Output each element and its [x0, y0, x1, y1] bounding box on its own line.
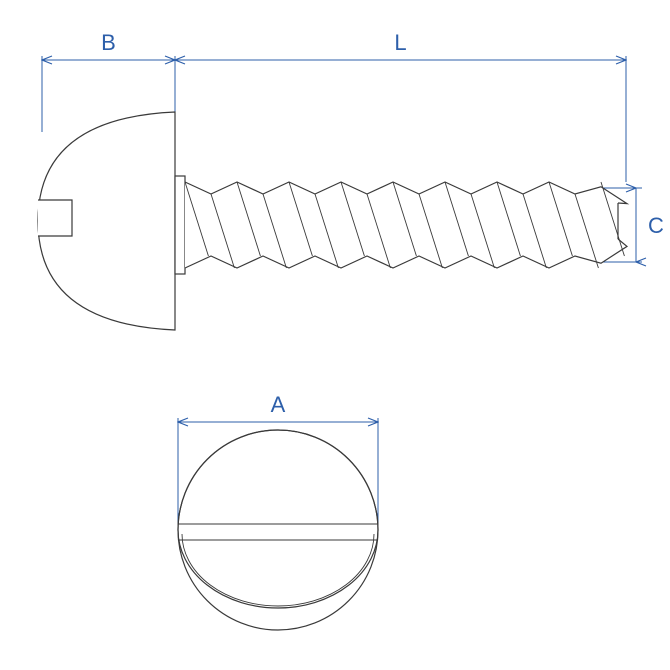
screw-side-view [38, 112, 627, 330]
dimension-label-l: L [394, 30, 406, 55]
screw-technical-diagram: B L C A [0, 0, 670, 670]
dimension-label-a: A [271, 392, 286, 417]
dimension-label-c: C [648, 213, 664, 238]
dimension-label-b: B [101, 30, 116, 55]
screw-top-view [178, 430, 378, 630]
